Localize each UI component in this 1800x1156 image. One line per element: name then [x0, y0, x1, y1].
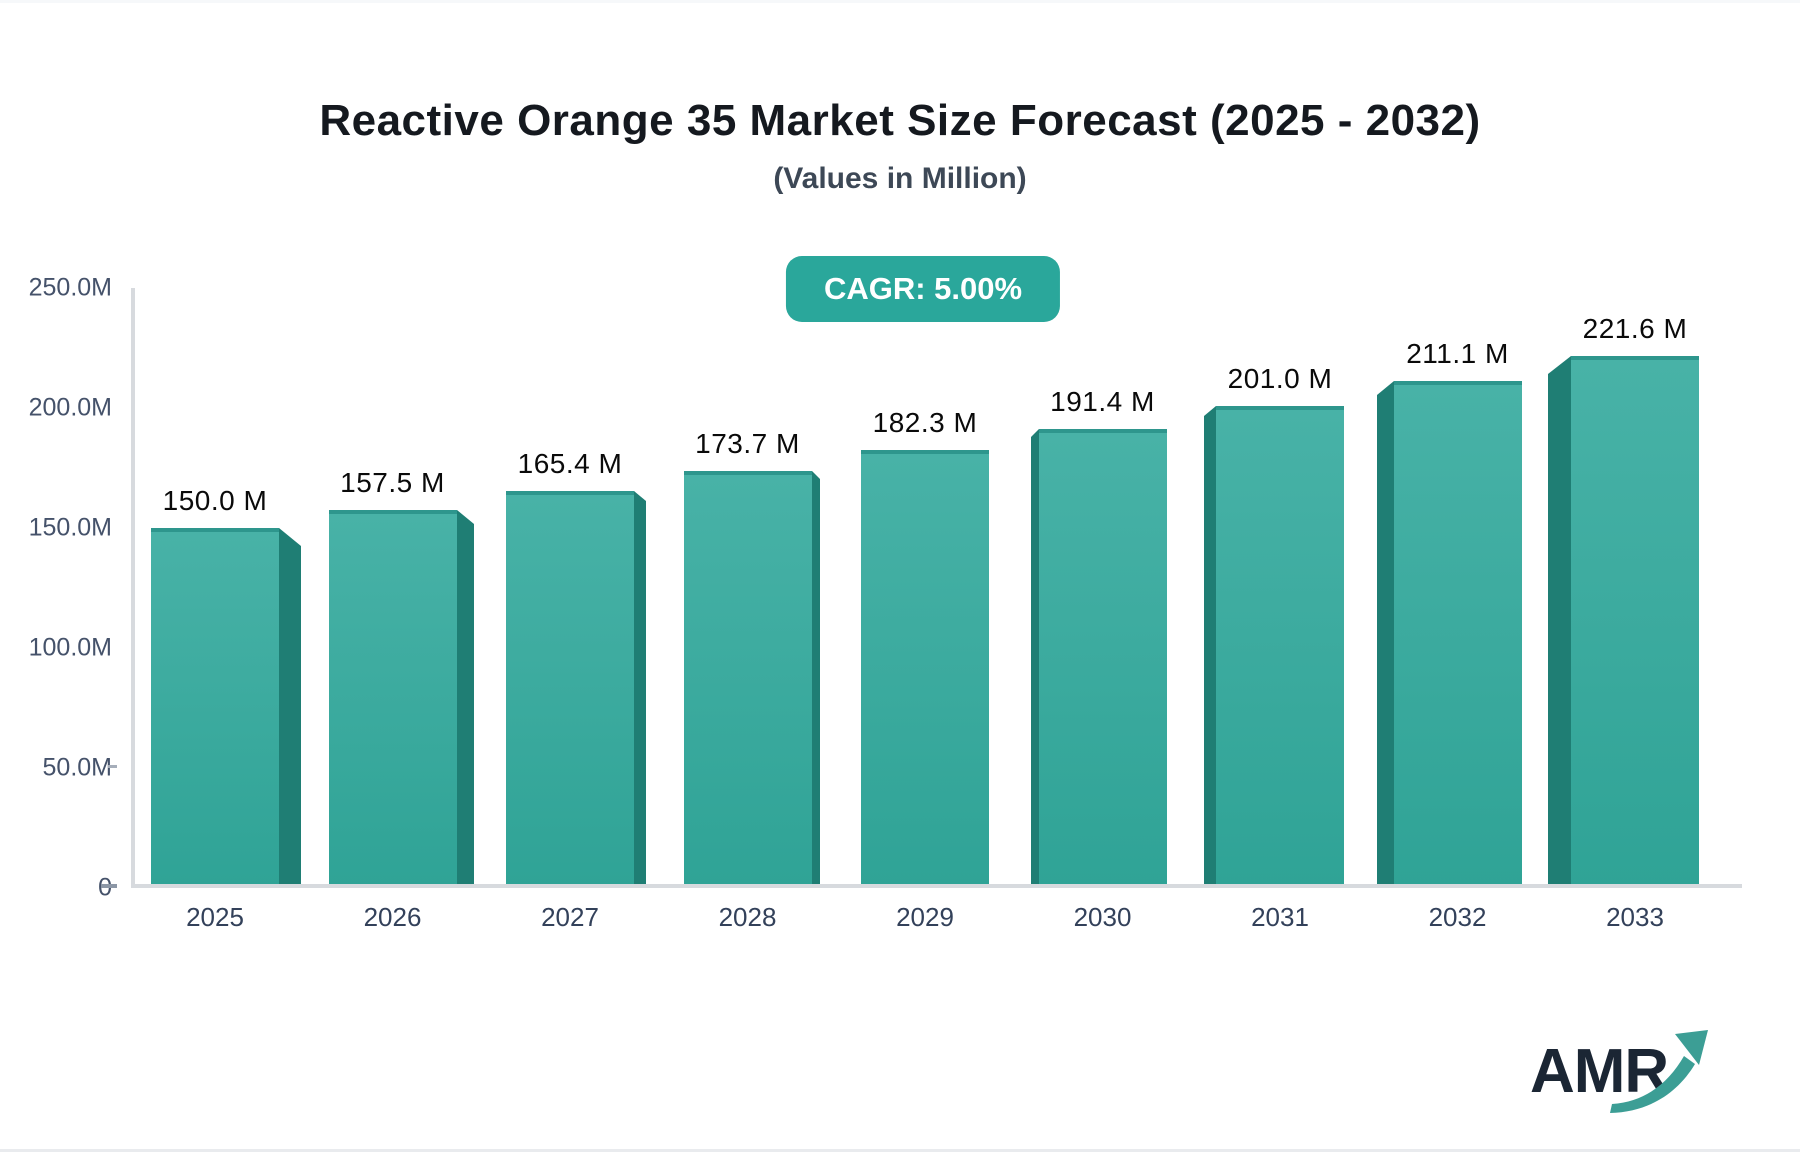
- bar-side-2026: [457, 510, 474, 888]
- chart-subtitle: (Values in Million): [773, 162, 1027, 195]
- y-axis-label-150.0M: 150.0M: [28, 513, 112, 542]
- bar-value-label-2026: 157.5 M: [340, 467, 445, 498]
- bar-2033: [1571, 356, 1699, 888]
- bar-value-label-2027: 165.4 M: [517, 448, 623, 479]
- bar-side-2032: [1377, 381, 1394, 888]
- bar-2030: [1039, 429, 1167, 888]
- x-axis-label-2032: 2032: [1428, 902, 1487, 932]
- amr-logo-text: AMR: [1530, 1037, 1668, 1106]
- bar-2026: [329, 510, 457, 888]
- bar-side-2033: [1548, 356, 1571, 888]
- bar-2029: [861, 450, 989, 888]
- y-axis-label-0: 0: [0, 874, 112, 903]
- bar-side-2027: [634, 491, 646, 888]
- bar-value-label-2032: 211.1 M: [1406, 338, 1509, 369]
- bar-value-label-2029: 182.3 M: [872, 407, 978, 438]
- bar-2025: [151, 528, 279, 888]
- x-axis-label-2033: 2033: [1606, 902, 1664, 932]
- bar-2031: [1216, 406, 1344, 888]
- bar-value-label-2030: 191.4 M: [1050, 386, 1155, 417]
- amr-swoosh-icon: [1610, 1030, 1708, 1113]
- y-axis-label-100.0M: 100.0M: [28, 633, 112, 662]
- x-axis-label-2030: 2030: [1073, 902, 1132, 932]
- bar-2028: [684, 471, 812, 888]
- y-axis-tick-0: [101, 884, 117, 888]
- y-axis-tick-50: [108, 765, 117, 768]
- x-axis-label-2029: 2029: [896, 902, 954, 932]
- x-axis-label-2027: 2027: [541, 902, 599, 932]
- bar-value-label-2031: 201.0 M: [1227, 363, 1333, 394]
- x-axis-label-2028: 2028: [718, 902, 777, 932]
- bar-side-2031: [1204, 406, 1216, 888]
- bar-side-2028: [812, 471, 820, 888]
- y-axis-line: [131, 288, 135, 888]
- bar-side-2025: [279, 528, 301, 888]
- bar-side-2030: [1031, 429, 1039, 888]
- bar-2027: [506, 491, 634, 888]
- bottom-border: [0, 1149, 1800, 1152]
- top-border: [0, 0, 1800, 3]
- chart-title: Reactive Orange 35 Market Size Forecast …: [319, 96, 1481, 145]
- bar-value-label-2025: 150.0 M: [162, 485, 268, 516]
- x-axis-label-2025: 2025: [186, 902, 244, 932]
- x-axis-label-2026: 2026: [363, 902, 422, 932]
- y-axis-label-200.0M: 200.0M: [28, 393, 112, 422]
- bar-value-label-2028: 173.7 M: [695, 428, 800, 459]
- y-axis-label-250.0M: 250.0M: [28, 273, 112, 302]
- cagr-badge: CAGR: 5.00%: [785, 256, 1061, 322]
- y-axis-label-50.0M: 50.0M: [42, 753, 112, 782]
- x-axis-label-2031: 2031: [1251, 902, 1309, 932]
- bar-2032: [1394, 381, 1522, 888]
- bar-value-label-2033: 221.6 M: [1582, 313, 1688, 344]
- x-axis-line: [131, 884, 1742, 888]
- amr-logo: AMR: [1530, 1030, 1708, 1113]
